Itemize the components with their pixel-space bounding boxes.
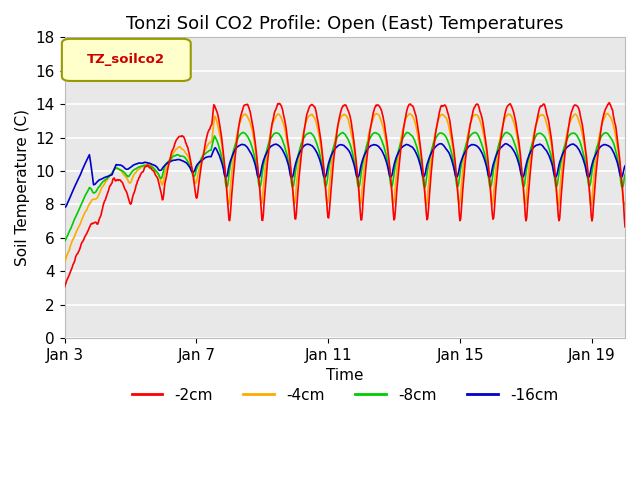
X-axis label: Time: Time [326, 369, 364, 384]
Legend: -2cm, -4cm, -8cm, -16cm: -2cm, -4cm, -8cm, -16cm [125, 382, 564, 408]
Title: Tonzi Soil CO2 Profile: Open (East) Temperatures: Tonzi Soil CO2 Profile: Open (East) Temp… [126, 15, 564, 33]
Y-axis label: Soil Temperature (C): Soil Temperature (C) [15, 109, 30, 266]
FancyBboxPatch shape [62, 39, 191, 81]
Text: TZ_soilco2: TZ_soilco2 [87, 53, 165, 66]
